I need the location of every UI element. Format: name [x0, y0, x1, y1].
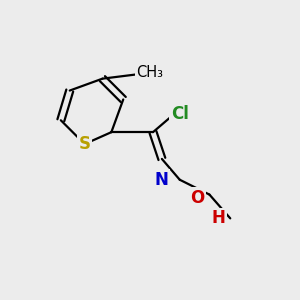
Text: N: N	[155, 171, 169, 189]
Text: CH₃: CH₃	[136, 65, 164, 80]
Text: O: O	[190, 189, 205, 207]
Text: S: S	[79, 135, 91, 153]
Text: H: H	[212, 209, 225, 227]
Text: Cl: Cl	[171, 105, 189, 123]
